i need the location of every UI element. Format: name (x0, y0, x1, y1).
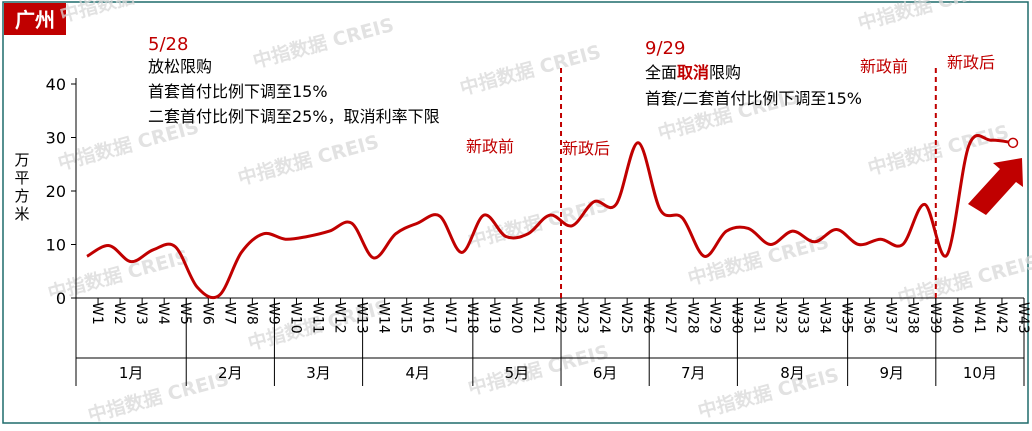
x-tick-label: W34 (817, 302, 833, 334)
y-tick-label: 0 (56, 289, 66, 308)
label-before-policy-2: 新政前 (860, 57, 908, 76)
x-tick-label: W17 (442, 302, 458, 334)
label-after-policy-2: 新政后 (947, 53, 995, 72)
x-tick-label: W1 (89, 302, 105, 325)
annotation-sep-date: 9/29 (645, 38, 685, 59)
y-axis-unit: 万平方米 (14, 151, 29, 223)
y-tick-label: 20 (46, 182, 66, 201)
x-tick-label: W15 (398, 302, 414, 334)
annotations: 5/28 放松限购 首套首付比例下调至15% 二套首付比例下调至25%，取消利率… (148, 34, 995, 158)
month-label: 7月 (681, 364, 706, 382)
series-layer (86, 134, 1019, 300)
x-tick-label: W41 (971, 302, 987, 334)
x-tick-label: W30 (728, 302, 744, 334)
x-tick-label: W32 (772, 302, 788, 334)
x-tick-label: W25 (618, 302, 634, 334)
city-badge: 广州 (15, 8, 55, 32)
x-tick-label: W42 (993, 302, 1009, 334)
x-tick-label: W13 (354, 302, 370, 334)
y-tick-label: 40 (46, 75, 66, 94)
policy-lines (560, 68, 937, 298)
x-tick-label: W16 (420, 302, 436, 334)
label-before-policy-1: 新政前 (466, 137, 514, 156)
x-tick-label: W14 (376, 302, 392, 334)
x-tick-label: W26 (640, 302, 656, 334)
annotation-sep-line1: 全面取消限购 (645, 63, 741, 82)
x-tick-label: W29 (706, 302, 722, 334)
x-tick-label: W27 (662, 302, 678, 334)
month-label: 10月 (963, 364, 997, 382)
x-tick-label: W28 (684, 302, 700, 334)
x-tick-label: W20 (508, 302, 524, 334)
annotation-sep-line2: 首套/二套首付比例下调至15% (645, 89, 862, 108)
annotation-may-line3: 二套首付比例下调至25%，取消利率下限 (148, 107, 440, 126)
month-label: 8月 (780, 364, 805, 382)
x-tick-label: W5 (177, 302, 193, 325)
y-tick-label: 10 (46, 236, 66, 255)
month-label: 3月 (306, 364, 331, 382)
annotation-may-line2: 首套首付比例下调至15% (148, 82, 328, 101)
x-tick-labels: W1 W2 W3 W4 W5 W6 W7 W8 W9 W10 W11 W12 W13 W14 W15 W16 W… (89, 302, 1031, 334)
x-tick-label: W36 (861, 302, 877, 334)
last-point-marker (1007, 137, 1019, 149)
trend-up-arrow-icon (968, 158, 1023, 215)
x-tick-label: W2 (111, 302, 127, 325)
x-tick-label: W37 (883, 302, 899, 334)
x-tick-label: W31 (750, 302, 766, 334)
chart-frame (2, 1, 1029, 424)
x-tick-label: W24 (596, 302, 612, 334)
x-tick-label: W8 (243, 302, 259, 325)
city-badge-bg (4, 3, 66, 35)
x-tick-label: W12 (332, 302, 348, 334)
month-labels: 1月 2月 3月 4月 5月 6月 7月 8月 9月 10月 (119, 364, 997, 382)
x-tick-label: W22 (552, 302, 568, 334)
x-tick-label: W4 (155, 302, 171, 325)
annotation-may-line1: 放松限购 (148, 57, 212, 76)
y-axis-unit-text: 万平方米 (14, 151, 29, 223)
x-tick-label: W3 (133, 302, 149, 325)
x-tick-label: W21 (530, 302, 546, 334)
x-tick-label: W43 (1015, 302, 1031, 334)
axes (75, 78, 1025, 386)
x-tick-label: W11 (309, 302, 325, 334)
x-tick-label: W40 (949, 302, 965, 334)
x-tick-label: W9 (265, 302, 281, 325)
month-label: 4月 (405, 364, 430, 382)
month-label: 1月 (119, 364, 144, 382)
x-tick-label: W35 (839, 302, 855, 334)
x-tick-label: W38 (905, 302, 921, 334)
x-tick-label: W39 (927, 302, 943, 334)
x-tick-label: W18 (464, 302, 480, 334)
y-ticks: 0 10 20 30 40 (46, 75, 76, 308)
month-label: 5月 (505, 364, 530, 382)
month-label: 9月 (879, 364, 904, 382)
label-after-policy-1: 新政后 (562, 139, 610, 158)
month-label: 2月 (218, 364, 243, 382)
x-tick-label: W7 (221, 302, 237, 325)
x-tick-label: W19 (486, 302, 502, 334)
x-tick-label: W33 (795, 302, 811, 334)
series-line (86, 134, 1014, 300)
x-tick-label: W23 (574, 302, 590, 334)
month-label: 6月 (593, 364, 618, 382)
x-tick-label: W10 (287, 302, 303, 334)
annotation-may-date: 5/28 (148, 34, 188, 55)
x-tick-label: W6 (199, 302, 215, 325)
y-tick-label: 30 (46, 129, 66, 148)
